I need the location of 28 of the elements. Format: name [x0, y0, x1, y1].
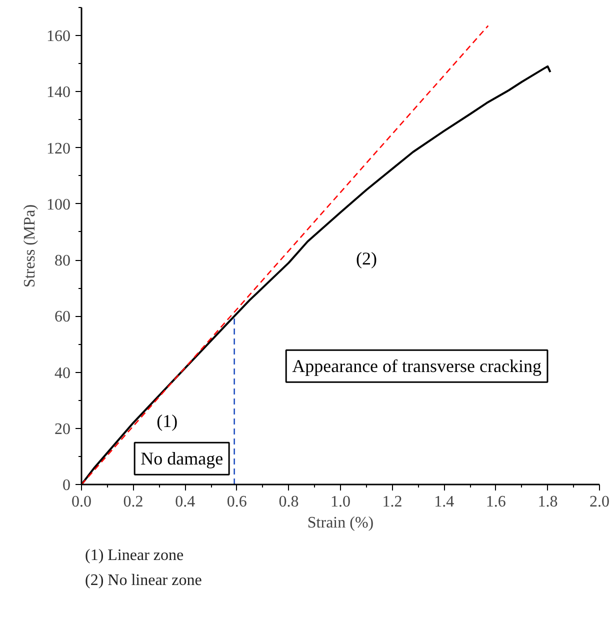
x-tick-label: 1.8 [538, 494, 558, 510]
x-tick-label: 2.0 [590, 494, 610, 510]
annotation: (2) [356, 248, 378, 268]
y-axis-title: Stress (MPa) [22, 204, 38, 288]
text: (2) No linear zone [85, 570, 202, 591]
y-tick-label: 100 [46, 196, 70, 214]
y-tick-label: 60 [54, 308, 70, 326]
y-tick-label: 20 [54, 420, 70, 438]
x-axis-title: Strain (%) [307, 514, 374, 532]
annotation: (1) [156, 411, 178, 432]
y-tick-label: 120 [46, 140, 70, 158]
y-tick-label: 0 [62, 477, 70, 494]
y-tick-label: 160 [46, 28, 70, 46]
y-tick-label: 80 [54, 252, 70, 270]
y-tick-label: 140 [46, 84, 70, 102]
text: (1) Linear zone [85, 546, 185, 566]
x-tick-label: 1.0 [330, 494, 350, 510]
x-tick-label: 0.6 [226, 494, 247, 510]
x-tick-label: 0.8 [278, 494, 299, 510]
x-tick-label: 1.4 [434, 494, 454, 510]
x-tick-label: 0.4 [175, 494, 196, 510]
annotation: Appearance of transverse cracking [292, 356, 542, 376]
x-tick-label: 1.6 [486, 494, 506, 510]
x-tick-label: 0.2 [123, 494, 144, 510]
y-tick-label: 40 [54, 364, 70, 382]
x-tick-label: 1.2 [382, 494, 402, 510]
x-tick-label: 0.0 [72, 494, 92, 510]
annotation: No damage [140, 448, 224, 469]
